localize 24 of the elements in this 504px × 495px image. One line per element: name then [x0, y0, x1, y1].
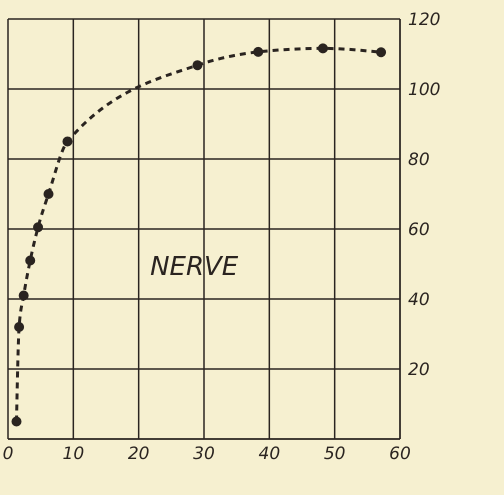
- x-tick-label: 60: [389, 444, 411, 464]
- x-tick-label: 20: [128, 444, 150, 464]
- x-tick-label: 30: [193, 444, 215, 464]
- point: [62, 136, 72, 146]
- point: [318, 43, 328, 54]
- point: [253, 46, 264, 57]
- point: [376, 47, 386, 58]
- point: [44, 189, 54, 199]
- point: [11, 416, 22, 426]
- x-tick-label: 0: [2, 444, 14, 464]
- y-tick-label: 120: [408, 10, 440, 30]
- x-tick-label: 50: [324, 444, 346, 464]
- x-tick-label: 40: [258, 444, 280, 464]
- point: [33, 222, 44, 232]
- y-tick-label: 40: [408, 290, 430, 310]
- y-tick-label: 20: [408, 360, 430, 380]
- x-tick-label: 10: [62, 444, 84, 464]
- y-tick-label: 100: [408, 80, 440, 100]
- y-tick-label: 80: [408, 150, 430, 170]
- point: [25, 256, 36, 266]
- point: [192, 60, 202, 70]
- point: [14, 322, 24, 332]
- y-tick-label: 60: [408, 220, 430, 240]
- point: [18, 290, 29, 300]
